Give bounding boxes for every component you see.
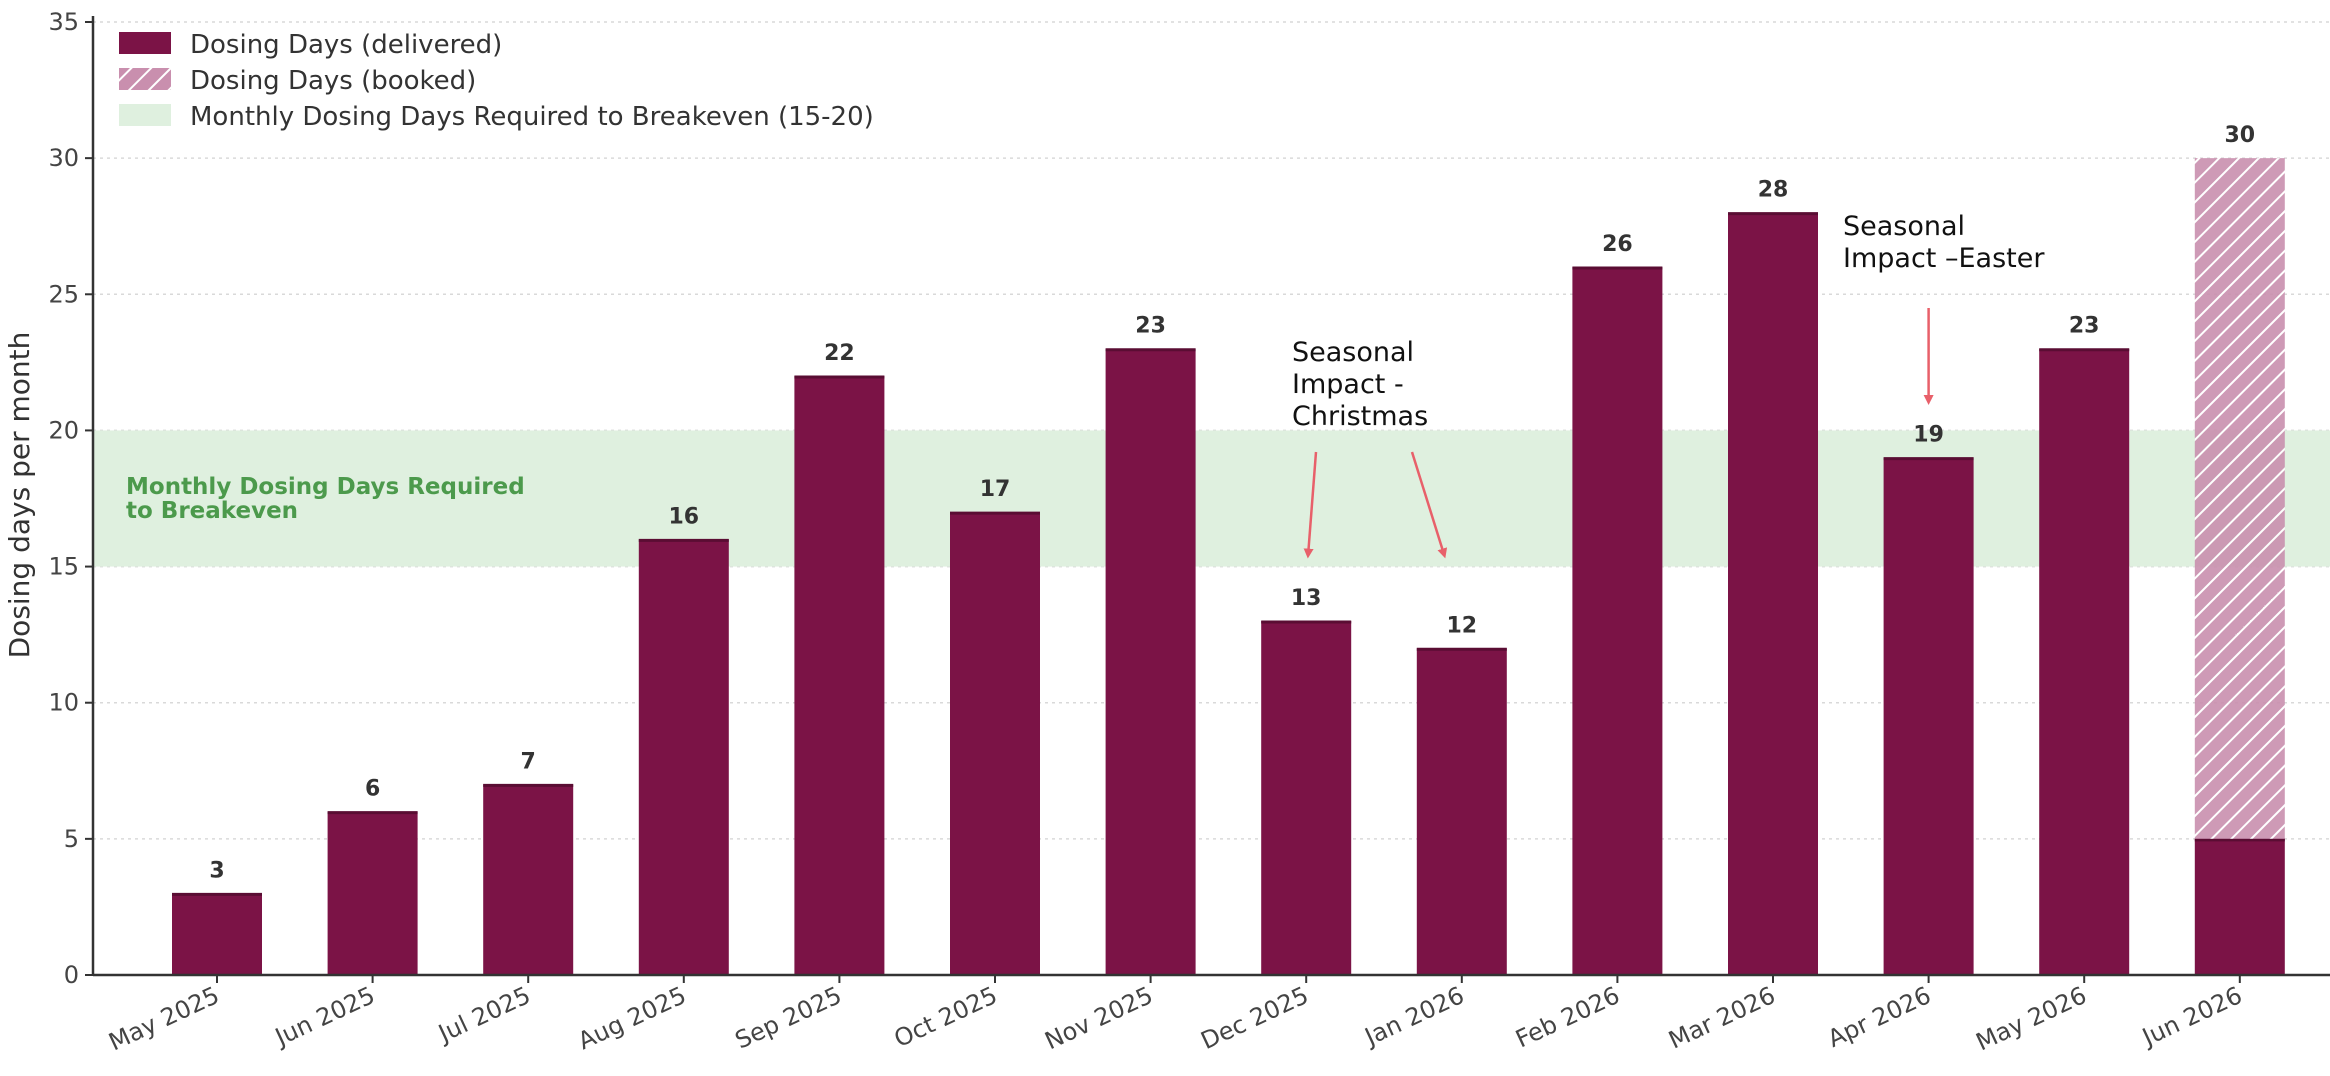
x-tick-label: Feb 2026 <box>1511 981 1624 1053</box>
bar-value-label: 17 <box>980 477 1011 502</box>
bar-delivered <box>638 539 729 975</box>
bar-delivered <box>327 811 418 975</box>
bar-delivered <box>2039 348 2130 975</box>
legend-swatch <box>119 68 171 90</box>
x-tick-label: Jan 2026 <box>1359 981 1468 1052</box>
x-tick-label: Jun 2025 <box>269 981 379 1052</box>
bar-value-label: 28 <box>1758 178 1789 203</box>
legend: Dosing Days (delivered) Dosing Days (book… <box>119 30 874 132</box>
bar-delivered <box>1883 457 1974 976</box>
y-tick-label: 20 <box>48 416 79 444</box>
annotation-text-christmas: Impact - <box>1292 369 1404 400</box>
bar-value-label: 7 <box>521 749 536 774</box>
x-tick-label: Apr 2026 <box>1823 981 1935 1053</box>
x-tick-label: May 2025 <box>104 981 223 1056</box>
x-tick-label: Mar 2026 <box>1664 981 1779 1055</box>
bar-value-label: 3 <box>209 858 224 883</box>
x-tick-label: Dec 2025 <box>1197 981 1313 1055</box>
bar-delivered <box>2194 838 2285 975</box>
bar-value-label: 30 <box>2224 123 2255 148</box>
y-tick-label: 10 <box>48 689 79 717</box>
annotation-text-christmas: Seasonal <box>1292 337 1414 368</box>
legend-swatch <box>119 104 171 126</box>
bar-delivered <box>1728 212 1818 976</box>
annotation-text-easter: Impact –Easter <box>1843 243 2045 274</box>
bar-value-label: 26 <box>1602 232 1633 257</box>
y-tick-label: 0 <box>64 961 79 989</box>
annotation-text-christmas: Christmas <box>1292 401 1428 432</box>
legend-entry-label: Monthly Dosing Days Required to Breakeve… <box>190 102 874 132</box>
bar-value-label: 19 <box>1913 423 1944 448</box>
bar-delivered <box>1105 348 1196 975</box>
x-tick-label: Nov 2025 <box>1041 981 1158 1055</box>
x-tick-label: Jul 2025 <box>433 981 535 1048</box>
legend-entry-label: Dosing Days (delivered) <box>190 30 502 60</box>
bar-value-label: 23 <box>1135 314 1166 339</box>
y-tick-label: 15 <box>48 553 79 581</box>
x-tick-label: Sep 2025 <box>731 981 846 1055</box>
bar-value-label: 12 <box>1446 613 1477 638</box>
y-tick-label: 25 <box>48 280 79 308</box>
y-tick-label: 30 <box>48 144 79 172</box>
bar-value-label: 16 <box>668 504 699 529</box>
annotation-arrow <box>1303 451 1318 559</box>
x-tick-label: May 2026 <box>1972 981 2091 1056</box>
bar-value-label: 22 <box>824 341 855 366</box>
bar-delivered <box>172 893 262 975</box>
bar-delivered <box>1572 267 1663 975</box>
bar-delivered <box>1261 621 1352 975</box>
annotation-arrow <box>1410 451 1448 559</box>
bar-value-label: 23 <box>2069 314 2100 339</box>
x-tick-label: Aug 2025 <box>574 981 691 1055</box>
annotation-text-easter: Seasonal <box>1843 211 1965 242</box>
bar-value-label: 13 <box>1291 586 1322 611</box>
bar-delivered <box>1416 648 1507 975</box>
band-label-line-2: to Breakeven <box>126 498 298 524</box>
y-tick-label: 5 <box>64 825 79 853</box>
legend-entry-label: Dosing Days (booked) <box>190 66 476 96</box>
x-tick-label: Oct 2025 <box>890 981 1002 1053</box>
legend-swatch <box>119 32 171 54</box>
y-axis-label: Dosing days per month <box>3 332 36 659</box>
bar-delivered <box>483 784 574 975</box>
bar-value-label: 6 <box>365 777 380 802</box>
y-tick-label: 35 <box>48 8 79 36</box>
bar-labels-layer: 3 6 7 16 22 17 23 13 12 26 28 19 23 30 <box>209 123 2255 883</box>
x-tick-label: Jun 2026 <box>2136 981 2246 1052</box>
bar-booked <box>2194 158 2285 839</box>
bars-layer <box>172 158 2285 976</box>
bar-delivered <box>794 375 885 975</box>
band-label-line-1: Monthly Dosing Days Required <box>126 474 525 500</box>
bar-delivered <box>950 512 1040 975</box>
